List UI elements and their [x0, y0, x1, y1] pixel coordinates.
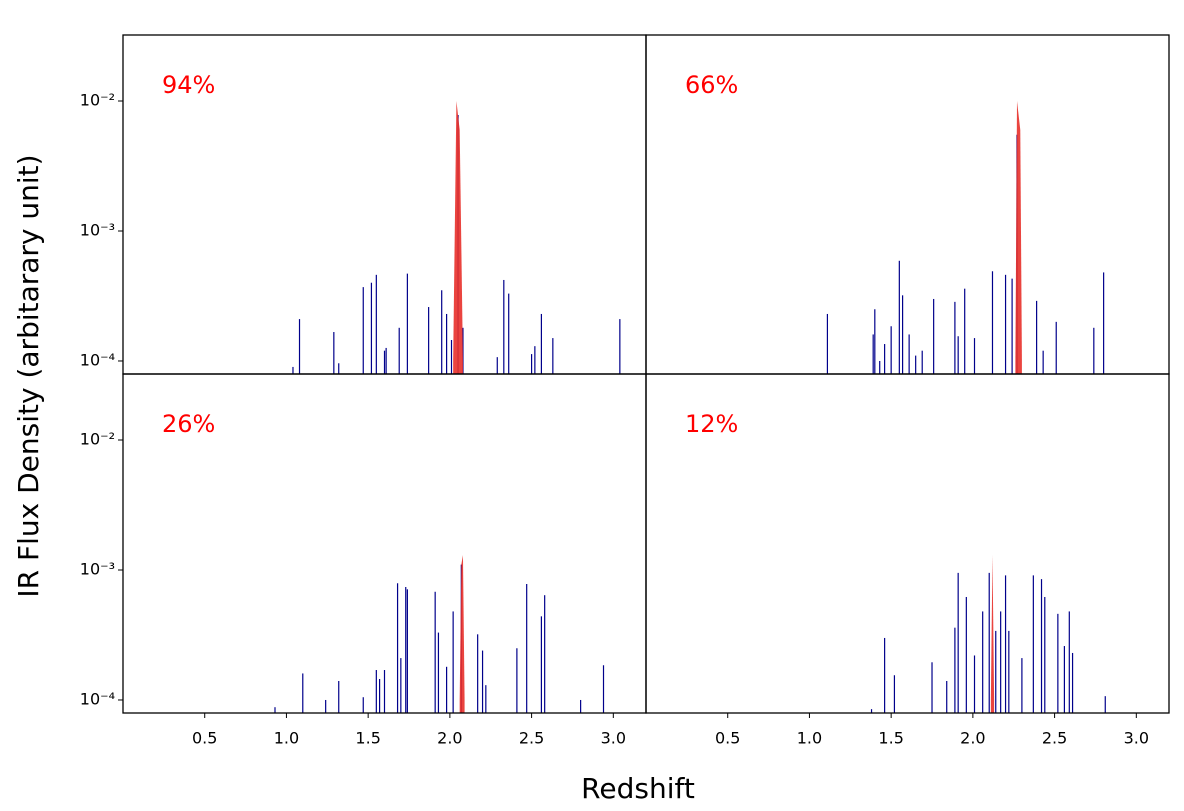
x-tick-label: 2.5: [1042, 729, 1067, 748]
annotation: 66%: [685, 71, 738, 99]
x-tick-label: 3.0: [601, 729, 626, 748]
x-tick-label: 0.5: [715, 729, 740, 748]
peak-area: [459, 555, 465, 713]
axes-frame: [645, 373, 1170, 714]
annotation: 94%: [162, 71, 215, 99]
y-tick-label: 10⁻⁴: [80, 350, 115, 369]
y-tick-label: 10⁻²: [80, 430, 115, 449]
x-tick-label: 1.5: [355, 729, 380, 748]
annotation: 26%: [162, 410, 215, 438]
x-tick-label: 2.0: [437, 729, 462, 748]
x-tick-label: 1.0: [274, 729, 299, 748]
x-axis-label: Redshift: [581, 772, 695, 805]
peak-area: [453, 101, 463, 375]
y-tick-label: 10⁻³: [80, 220, 115, 239]
x-tick-label: 1.5: [878, 729, 903, 748]
y-tick-label: 10⁻⁴: [80, 689, 115, 708]
x-tick-label: 0.5: [192, 729, 217, 748]
y-axis-label: IR Flux Density (arbitarary unit): [12, 154, 45, 597]
peak-area: [1015, 101, 1022, 375]
y-tick-label: 10⁻³: [80, 559, 115, 578]
peak-area: [990, 555, 995, 713]
x-tick-label: 3.0: [1124, 729, 1149, 748]
annotation: 12%: [685, 410, 738, 438]
x-tick-label: 1.0: [797, 729, 822, 748]
x-tick-label: 2.5: [519, 729, 544, 748]
y-tick-label: 10⁻²: [80, 91, 115, 110]
x-tick-label: 2.0: [960, 729, 985, 748]
